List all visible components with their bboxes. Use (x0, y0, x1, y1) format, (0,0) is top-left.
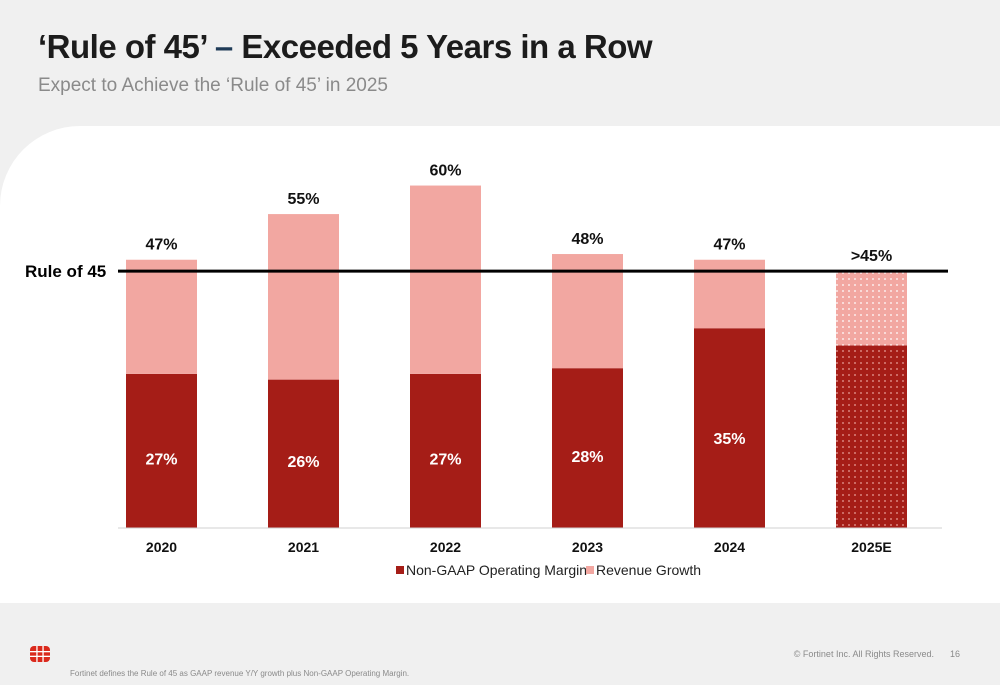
footer-note: Fortinet defines the Rule of 45 as GAAP … (70, 669, 410, 678)
bar-operating-margin-2023 (552, 368, 623, 528)
segment-label-2023: 28% (571, 449, 603, 466)
total-label-2021: 55% (287, 191, 319, 208)
category-label-2023: 2023 (572, 539, 603, 555)
fortinet-logo-icon (30, 645, 50, 663)
total-label-2022: 60% (429, 163, 461, 180)
bar-operating-margin-2020 (126, 373, 197, 528)
category-label-2020: 2020 (146, 539, 177, 555)
segment-label-2021: 26% (287, 454, 319, 471)
bar-operating-margin-2022 (410, 373, 481, 528)
legend-swatch-revenue-growth (586, 566, 594, 574)
title-part-1: ‘Rule of 45’ (38, 28, 207, 65)
category-label-2024: 2024 (714, 539, 745, 555)
page-title: ‘Rule of 45’ – Exceeded 5 Years in a Row (38, 28, 653, 66)
copyright-text: © Fortinet Inc. All Rights Reserved. (793, 649, 934, 659)
total-label-2020: 47% (145, 237, 177, 254)
bar-operating-margin-2024 (694, 328, 765, 528)
category-label-2021: 2021 (288, 539, 319, 555)
legend-label-revenue-growth: Revenue Growth (596, 562, 701, 578)
rule-of-45-label: Rule of 45 (25, 262, 106, 281)
total-label-2025E: >45% (851, 248, 892, 265)
bar-revenue-growth-2022 (410, 185, 481, 374)
legend-swatch-operating-margin (396, 566, 404, 574)
title-dash: – (214, 28, 233, 65)
bar-revenue-growth-2020 (126, 259, 197, 374)
bar-revenue-growth-2025E (836, 271, 907, 346)
legend-label-operating-margin: Non-GAAP Operating Margin (406, 562, 587, 578)
total-label-2024: 47% (713, 237, 745, 254)
segment-label-2024: 35% (713, 431, 745, 448)
segment-label-2020: 27% (145, 452, 177, 469)
total-label-2023: 48% (571, 231, 603, 248)
page-number: 16 (949, 649, 960, 659)
bar-operating-margin-2021 (268, 379, 339, 528)
category-label-2022: 2022 (430, 539, 461, 555)
segment-label-2022: 27% (429, 452, 461, 469)
bar-revenue-growth-2023 (552, 254, 623, 369)
category-label-2025E: 2025E (851, 539, 891, 555)
bar-revenue-growth-2021 (268, 214, 339, 380)
footer-copyright-block: © Fortinet Inc. All Rights Reserved. 16 (794, 649, 960, 659)
page-subtitle: Expect to Achieve the ‘Rule of 45’ in 20… (38, 75, 388, 96)
title-part-2: Exceeded 5 Years in a Row (241, 28, 653, 65)
bar-operating-margin-2025E (836, 345, 907, 528)
